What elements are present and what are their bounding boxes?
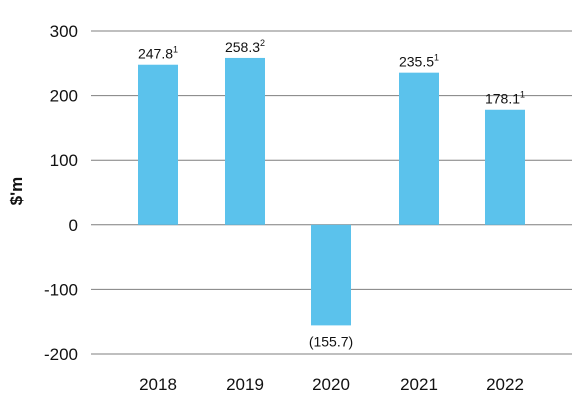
footnote-mark: 1 <box>520 90 525 100</box>
y-tick-label: 0 <box>69 216 78 235</box>
data-labels: 247.81 258.32 (155.7) 235.51 178.11 <box>138 38 525 349</box>
data-label-2019: 258.32 <box>225 38 265 55</box>
bars <box>138 57 525 326</box>
footnote-mark: 2 <box>260 38 265 48</box>
y-tick-label: 200 <box>50 87 78 106</box>
y-axis-ticks: 300 200 100 0 -100 -200 <box>44 22 78 364</box>
data-label-2018: 247.81 <box>138 45 178 62</box>
x-tick-label-2018: 2018 <box>139 375 177 394</box>
x-axis-ticks: 2018 2019 2020 2021 2022 <box>139 375 524 394</box>
bar-2021 <box>399 72 439 225</box>
bar-2022 <box>485 109 525 225</box>
bar-2018 <box>138 64 178 225</box>
footnote-mark: 1 <box>173 45 178 55</box>
footnote-mark: 1 <box>434 53 439 63</box>
bar-2020 <box>311 224 351 326</box>
bar-2019 <box>225 57 265 225</box>
y-tick-label: 300 <box>50 22 78 41</box>
y-tick-label: -100 <box>44 280 78 299</box>
x-tick-label-2022: 2022 <box>486 375 524 394</box>
y-tick-label: -200 <box>44 345 78 364</box>
x-tick-label-2020: 2020 <box>312 375 350 394</box>
data-label-2022: 178.11 <box>485 90 525 107</box>
data-label-2021: 235.51 <box>399 53 439 70</box>
x-tick-label-2019: 2019 <box>226 375 264 394</box>
x-tick-label-2021: 2021 <box>400 375 438 394</box>
y-axis-label: $'m <box>7 177 26 206</box>
y-tick-label: 100 <box>50 151 78 170</box>
data-label-2020: (155.7) <box>309 333 353 349</box>
